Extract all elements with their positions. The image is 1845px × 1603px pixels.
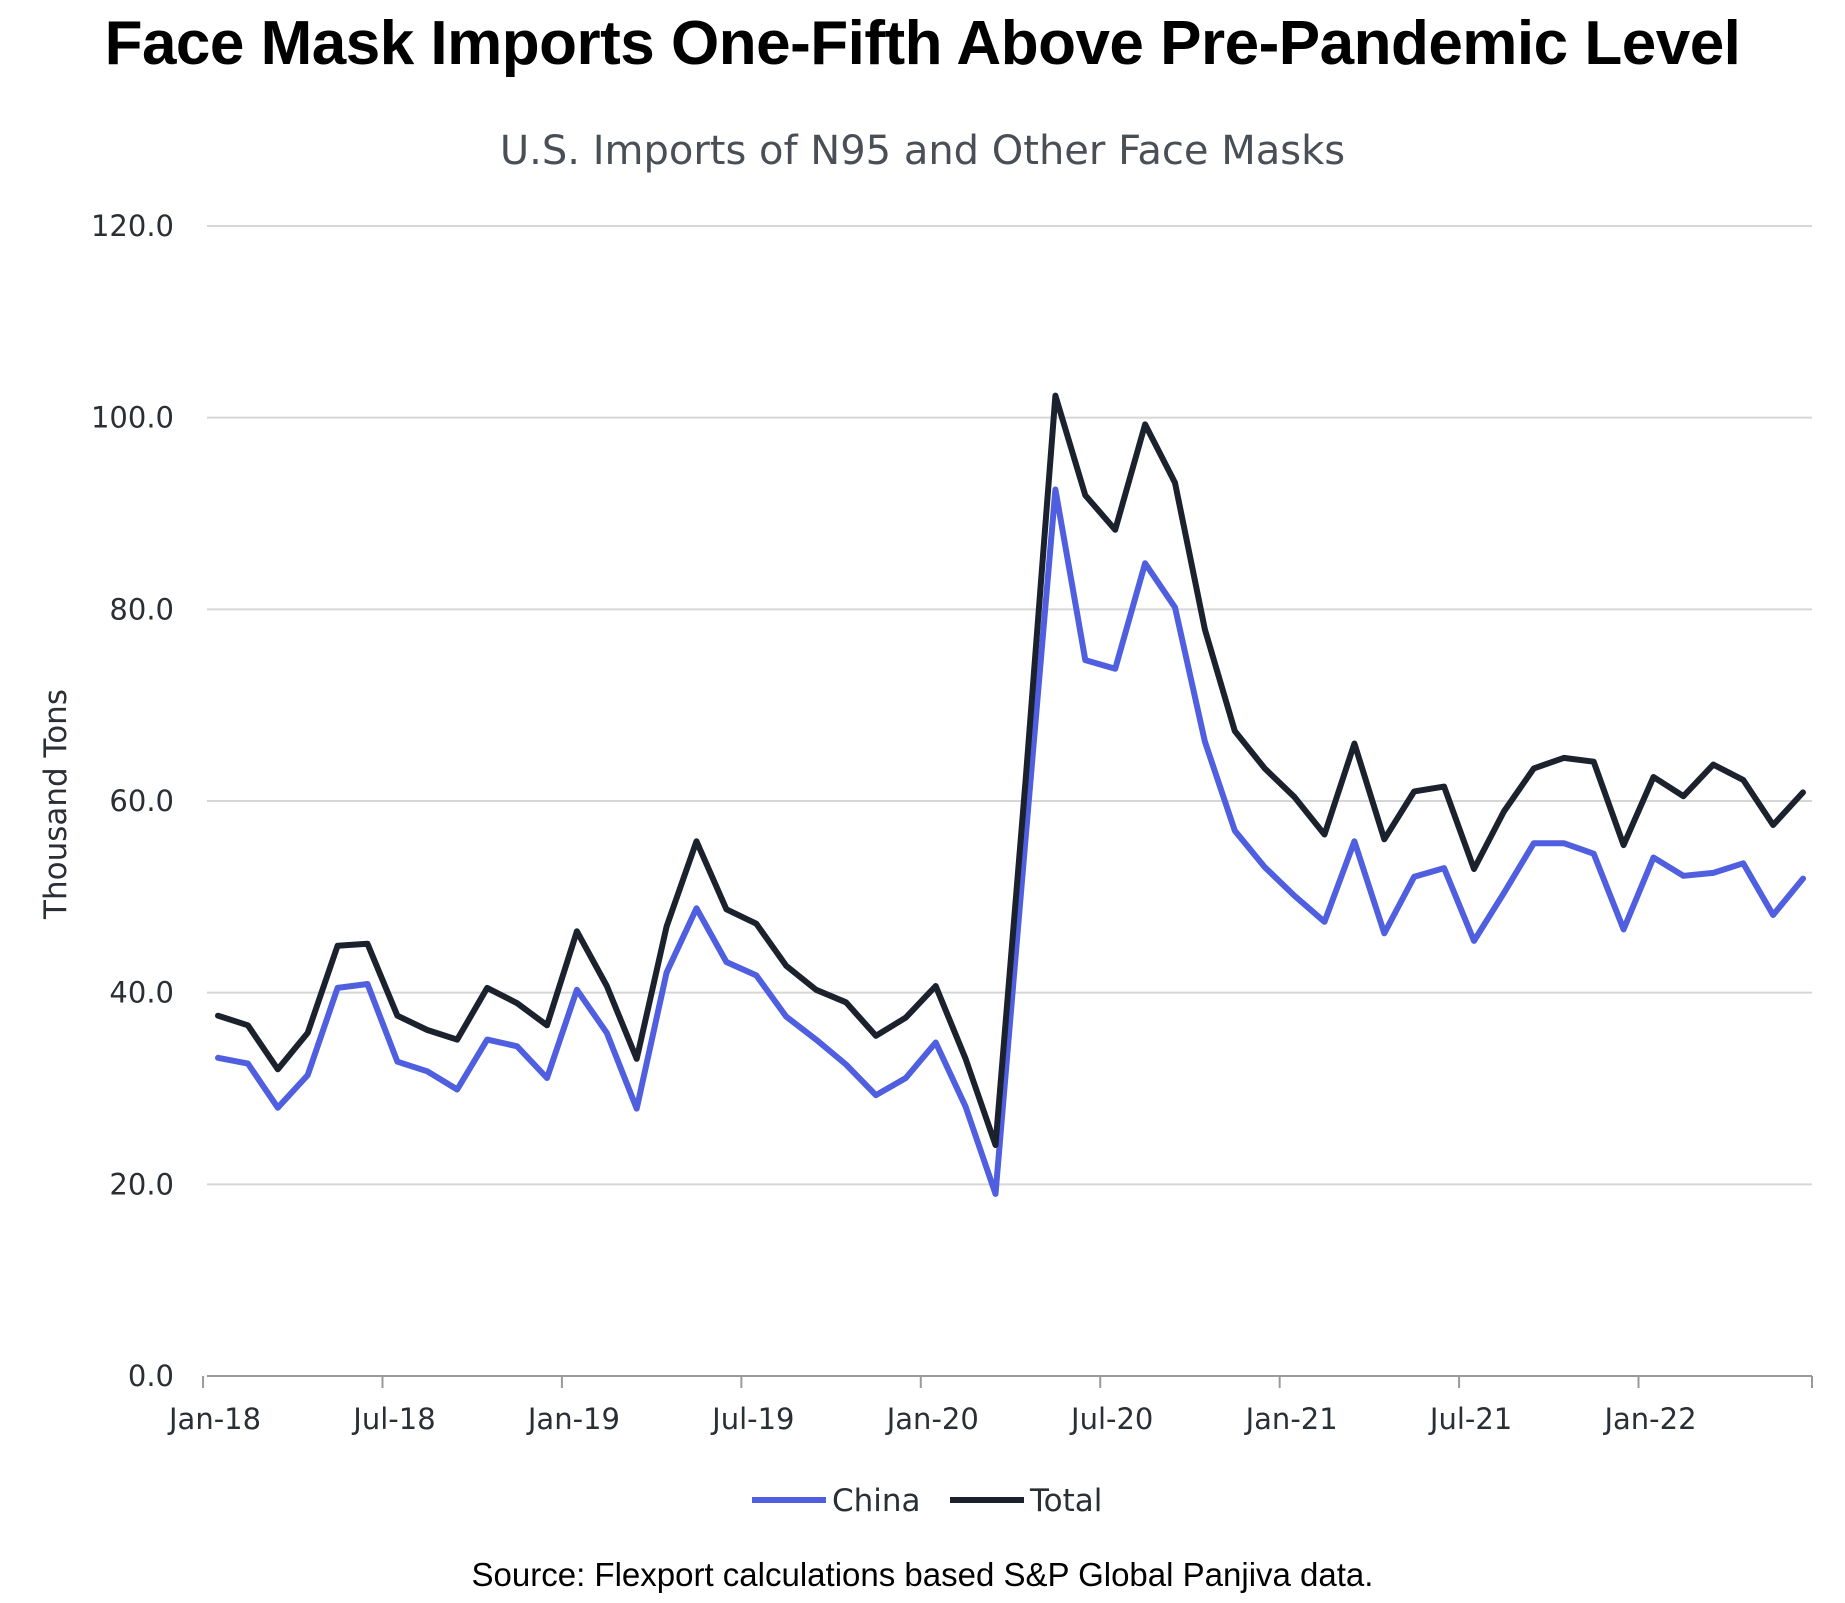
x-axis-ticks: Jan-18 Jul-18 Jan-19 Jul-19 Jan-20 Jul-20 Jan-… (167, 1376, 1813, 1436)
series-lines (215, 392, 1806, 1197)
y-axis-ticks: 0.0 20.0 40.0 60.0 80.0 100.0 120.0 (91, 209, 174, 1393)
y-tick-label: 120.0 (91, 209, 174, 243)
legend: China Total (752, 1483, 1102, 1519)
y-tick-label: 80.0 (109, 592, 174, 626)
x-tick-label: Jul-18 (351, 1402, 435, 1436)
chart-title: Face Mask Imports One-Fifth Above Pre-Pa… (104, 9, 1741, 78)
y-tick-label: 60.0 (109, 784, 174, 818)
chart-subtitle: U.S. Imports of N95 and Other Face Masks (499, 128, 1346, 174)
series-line-total (215, 392, 1806, 1148)
legend-label-total: Total (1029, 1483, 1102, 1519)
source-note: Source: Flexport calculations based S&P … (471, 1556, 1374, 1593)
series-line-china (215, 486, 1806, 1197)
x-tick-label: Jan-20 (885, 1402, 979, 1436)
x-tick-label: Jul-21 (1428, 1402, 1512, 1436)
x-tick-label: Jan-21 (1244, 1402, 1338, 1436)
y-tick-label: 40.0 (109, 976, 174, 1010)
x-tick-label: Jan-22 (1602, 1402, 1696, 1436)
y-tick-label: 20.0 (109, 1167, 174, 1201)
x-tick-label: Jan-19 (526, 1402, 620, 1436)
y-axis-title: Thousand Tons (38, 689, 74, 920)
x-tick-label: Jul-19 (710, 1402, 794, 1436)
gridlines (207, 225, 1812, 1186)
x-tick-label: Jul-20 (1069, 1402, 1153, 1436)
y-tick-label: 0.0 (128, 1359, 174, 1393)
legend-label-china: China (832, 1483, 921, 1519)
y-tick-label: 100.0 (91, 401, 174, 435)
x-tick-label: Jan-18 (167, 1402, 261, 1436)
